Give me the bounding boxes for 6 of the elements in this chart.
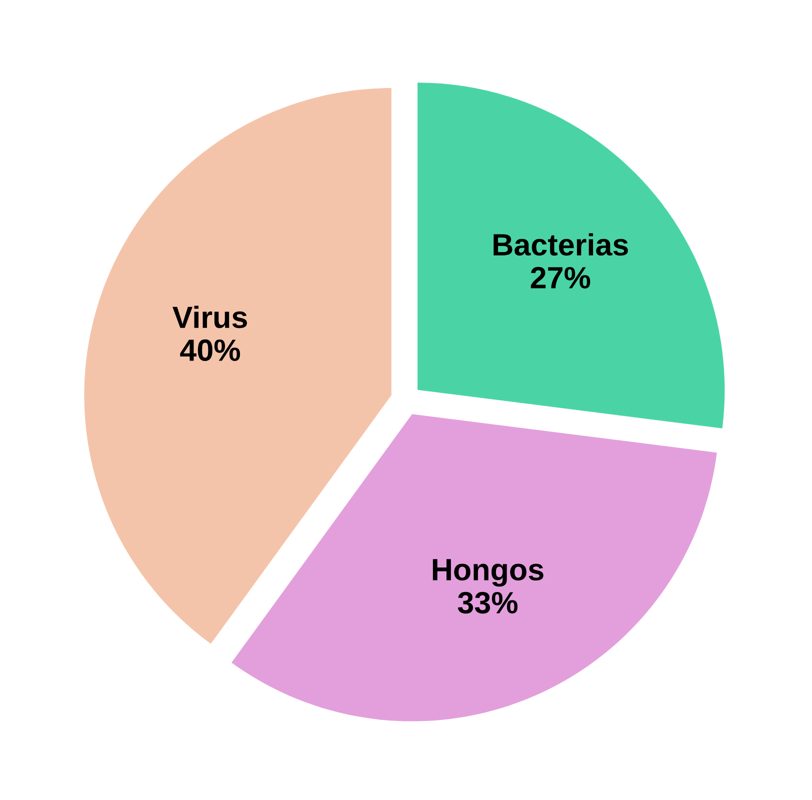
- data-label: 40%: [180, 339, 240, 362]
- data-label: 27%: [530, 266, 590, 288]
- slice-label: Virus: [172, 306, 247, 328]
- slice-label: Hongos: [432, 559, 544, 587]
- slice-label: Bacterias: [494, 233, 628, 256]
- data-label: 33%: [458, 592, 518, 614]
